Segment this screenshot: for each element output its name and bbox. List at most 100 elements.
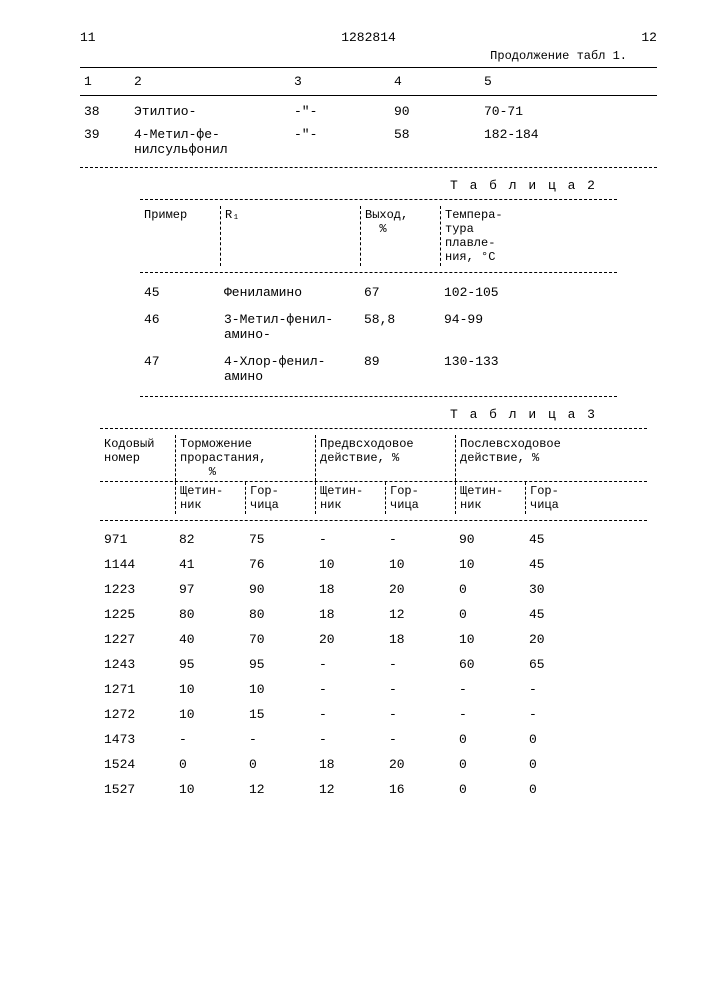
table-cell: 30 — [525, 577, 595, 602]
table-row: 463-Метил-фенил- амино-58,894-99 — [140, 306, 617, 348]
table-cell: 15 — [245, 702, 315, 727]
table-cell: 90 — [390, 100, 480, 123]
table-cell: 1524 — [100, 752, 175, 777]
table-cell: - — [455, 677, 525, 702]
table3-title: Т а б л и ц а 3 — [80, 407, 597, 422]
table-cell: 38 — [80, 100, 130, 123]
table-cell: 10 — [315, 552, 385, 577]
table-row: 15271012121600 — [100, 777, 647, 802]
table3-sub-setaria-3: Щетин- ник — [455, 482, 525, 514]
table-cell: 95 — [175, 652, 245, 677]
table1-header-row: 1 2 3 4 5 — [80, 72, 657, 91]
table-cell: Фениламино — [220, 279, 360, 306]
page-num-right: 12 — [641, 30, 657, 45]
table-cell: 45 — [525, 527, 595, 552]
table1-col-2: 2 — [130, 72, 290, 91]
table-cell: 80 — [245, 602, 315, 627]
table-cell: 20 — [385, 577, 455, 602]
table3-sub-mustard-2: Гор- чица — [385, 482, 455, 514]
table-cell: 18 — [385, 627, 455, 652]
table-cell: 1243 — [100, 652, 175, 677]
rule-line — [80, 95, 657, 96]
table-cell: 46 — [140, 306, 220, 348]
table-cell: 12 — [315, 777, 385, 802]
table-row: 1144417610101045 — [100, 552, 647, 577]
table3-col-preemergence: Предвсходовое действие, % — [315, 435, 455, 481]
rule-line — [80, 67, 657, 68]
table-cell: 10 — [175, 777, 245, 802]
table-cell: - — [525, 677, 595, 702]
table3-col-inhibition: Торможение прорастания, % — [175, 435, 315, 481]
table-cell: 0 — [455, 752, 525, 777]
table-cell: 18 — [315, 752, 385, 777]
table-row: 394-Метил-фе- нилсульфонил-"-58182-184 — [80, 123, 657, 161]
table-row: 12439595--6065 — [100, 652, 647, 677]
table-cell: 20 — [315, 627, 385, 652]
table-cell: -"- — [290, 123, 390, 161]
table-cell: 82 — [175, 527, 245, 552]
table-cell: - — [385, 677, 455, 702]
table3: Кодовый номер Торможение прорастания, % … — [100, 428, 647, 802]
table-cell: 4-Хлор-фенил- амино — [220, 348, 360, 390]
table-cell: 1225 — [100, 602, 175, 627]
table-row: 45Фениламино67102-105 — [140, 279, 617, 306]
table-cell: 102-105 — [440, 279, 550, 306]
table-cell: 89 — [360, 348, 440, 390]
page-content: 11 1282814 12 Продолжение табл 1. 1 2 3 … — [0, 0, 707, 802]
table-cell: 0 — [455, 777, 525, 802]
table-cell: 20 — [385, 752, 455, 777]
table-cell: - — [315, 702, 385, 727]
table-cell: 12 — [385, 602, 455, 627]
table3-header-row-1: Кодовый номер Торможение прорастания, % … — [100, 435, 647, 481]
table-cell: 16 — [385, 777, 455, 802]
table-row: 38Этилтио--"-9070-71 — [80, 100, 657, 123]
table-row: 122397901820030 — [100, 577, 647, 602]
table-row: 152400182000 — [100, 752, 647, 777]
dash-line — [100, 520, 647, 521]
table-cell: 0 — [245, 752, 315, 777]
table-cell: 20 — [525, 627, 595, 652]
table-cell: 18 — [315, 577, 385, 602]
table-cell: Этилтио- — [130, 100, 290, 123]
table3-sub-setaria-1: Щетин- ник — [175, 482, 245, 514]
table2-col-yield: Выход, % — [360, 206, 440, 266]
table1-col-4: 4 — [390, 72, 480, 91]
table-cell: 182-184 — [480, 123, 560, 161]
dash-line — [140, 272, 617, 273]
dash-line — [140, 199, 617, 200]
table1-col-1: 1 — [80, 72, 130, 91]
table2-col-melting: Темпера- тура плавле- ния, °C — [440, 206, 550, 266]
table-cell: 75 — [245, 527, 315, 552]
table-cell: - — [385, 727, 455, 752]
table3-col-code: Кодовый номер — [100, 435, 175, 481]
table-cell: 1473 — [100, 727, 175, 752]
table-cell: - — [385, 652, 455, 677]
table-cell: - — [385, 527, 455, 552]
table3-sub-empty — [100, 482, 175, 514]
table3-body: 9718275--9045114441761010104512239790182… — [100, 527, 647, 802]
table-cell: - — [385, 702, 455, 727]
table-cell: - — [315, 727, 385, 752]
table-cell: 58 — [390, 123, 480, 161]
table-cell: 1271 — [100, 677, 175, 702]
page-header: 11 1282814 12 — [80, 30, 657, 45]
table-cell: 4-Метил-фе- нилсульфонил — [130, 123, 290, 161]
table-cell: - — [525, 702, 595, 727]
table-cell: 10 — [245, 677, 315, 702]
table-cell: - — [315, 677, 385, 702]
table-row: 1227407020181020 — [100, 627, 647, 652]
table-cell: 0 — [455, 577, 525, 602]
table-row: 122580801812045 — [100, 602, 647, 627]
table3-header-row-2: Щетин- ник Гор- чица Щетин- ник Гор- чиц… — [100, 481, 647, 514]
table-cell: 90 — [455, 527, 525, 552]
table-row: 1473----00 — [100, 727, 647, 752]
table-cell: - — [315, 527, 385, 552]
table-row: 474-Хлор-фенил- амино89130-133 — [140, 348, 617, 390]
table-cell: 0 — [455, 602, 525, 627]
table2-col-example: Пример — [140, 206, 220, 266]
table-cell: 47 — [140, 348, 220, 390]
table-cell: 65 — [525, 652, 595, 677]
table-cell: 10 — [385, 552, 455, 577]
table1-col-5: 5 — [480, 72, 560, 91]
table-cell: 10 — [175, 677, 245, 702]
